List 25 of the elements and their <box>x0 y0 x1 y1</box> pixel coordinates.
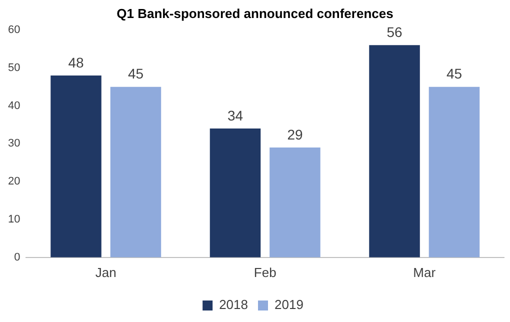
y-tick-label: 30 <box>8 138 20 150</box>
x-tick-label: Feb <box>254 264 276 280</box>
data-label: 45 <box>446 66 462 82</box>
x-tick-label: Jan <box>95 264 116 280</box>
bar <box>428 86 480 258</box>
bar <box>210 128 261 258</box>
y-tick-label: 60 <box>8 24 20 36</box>
legend-label: 2019 <box>274 297 304 312</box>
data-label: 29 <box>287 126 303 142</box>
y-tick-label: 0 <box>14 251 20 264</box>
data-label: 45 <box>128 66 144 82</box>
y-tick-label: 10 <box>8 214 20 226</box>
bar <box>369 45 420 258</box>
x-tick-label: Mar <box>413 264 436 280</box>
bar <box>270 147 320 258</box>
y-tick-label: 40 <box>8 100 20 112</box>
data-label: 56 <box>386 24 403 40</box>
bar <box>110 86 162 258</box>
data-label: 48 <box>68 54 84 70</box>
bar <box>50 75 102 258</box>
y-tick-label: 50 <box>8 62 20 74</box>
data-label: 34 <box>227 107 244 124</box>
legend-label: 2018 <box>219 297 248 312</box>
chart-title: Q1 Bank-sponsored announced conferences <box>116 6 394 21</box>
y-tick-label: 20 <box>8 176 20 188</box>
